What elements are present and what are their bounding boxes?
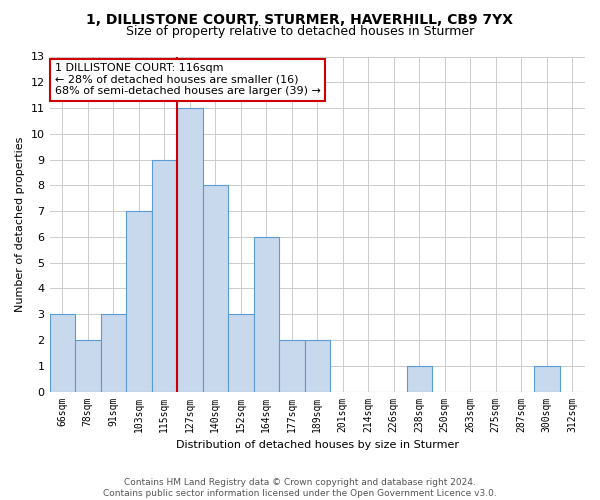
Bar bbox=[177, 108, 203, 392]
Bar bbox=[50, 314, 75, 392]
Bar bbox=[75, 340, 101, 392]
Bar bbox=[407, 366, 432, 392]
Bar bbox=[152, 160, 177, 392]
Bar bbox=[279, 340, 305, 392]
Bar bbox=[305, 340, 330, 392]
Bar bbox=[228, 314, 254, 392]
Text: Contains HM Land Registry data © Crown copyright and database right 2024.
Contai: Contains HM Land Registry data © Crown c… bbox=[103, 478, 497, 498]
Text: 1, DILLISTONE COURT, STURMER, HAVERHILL, CB9 7YX: 1, DILLISTONE COURT, STURMER, HAVERHILL,… bbox=[86, 12, 514, 26]
Bar bbox=[126, 211, 152, 392]
Bar bbox=[101, 314, 126, 392]
Text: Size of property relative to detached houses in Sturmer: Size of property relative to detached ho… bbox=[126, 25, 474, 38]
Bar bbox=[534, 366, 560, 392]
Bar bbox=[254, 237, 279, 392]
Y-axis label: Number of detached properties: Number of detached properties bbox=[15, 136, 25, 312]
Bar bbox=[203, 186, 228, 392]
X-axis label: Distribution of detached houses by size in Sturmer: Distribution of detached houses by size … bbox=[176, 440, 459, 450]
Text: 1 DILLISTONE COURT: 116sqm
← 28% of detached houses are smaller (16)
68% of semi: 1 DILLISTONE COURT: 116sqm ← 28% of deta… bbox=[55, 63, 321, 96]
